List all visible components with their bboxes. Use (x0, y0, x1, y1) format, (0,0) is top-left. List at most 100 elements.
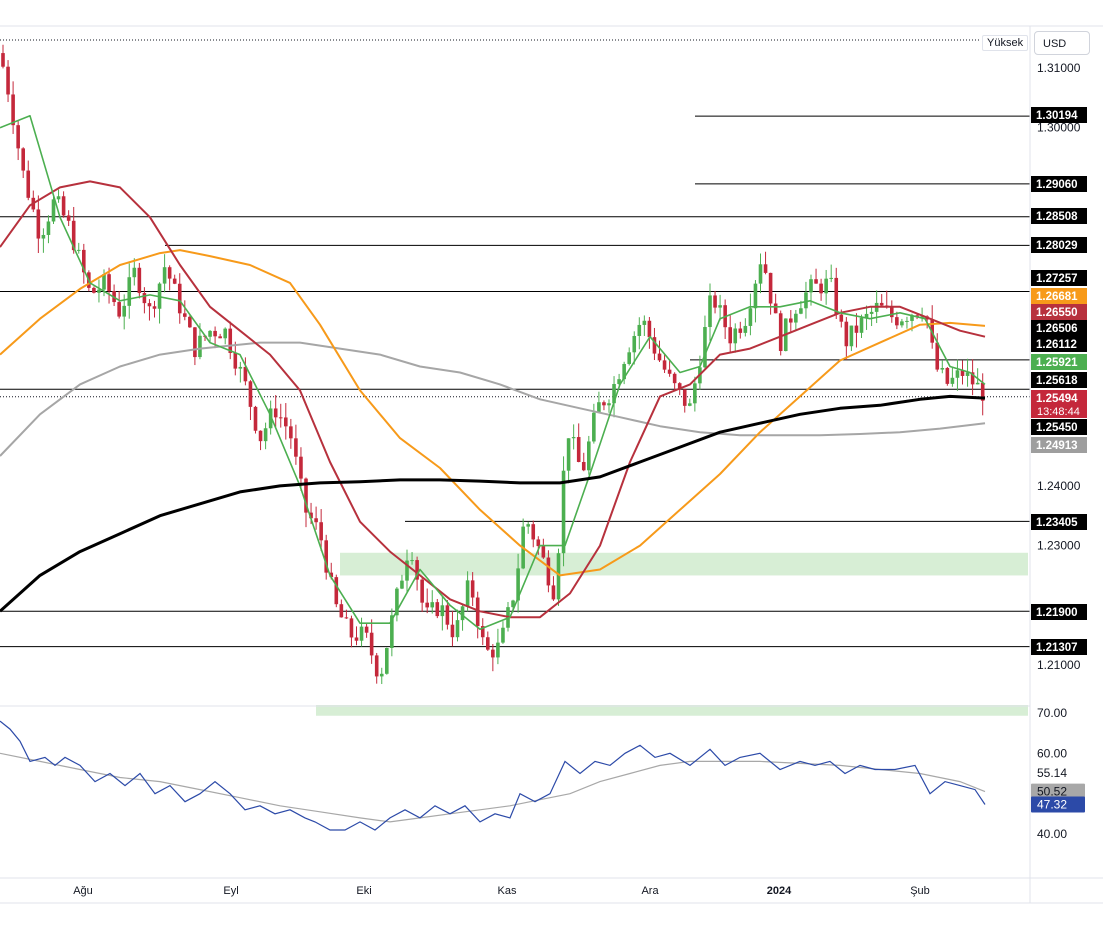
price-tick-label: 1.21000 (1037, 658, 1081, 672)
candle-body (768, 272, 773, 304)
candle-body (243, 366, 248, 382)
candle-body (36, 209, 41, 239)
candle-body (278, 417, 283, 419)
candle-body (511, 600, 515, 608)
rsi-ma-tag: 50.52 (1037, 785, 1067, 799)
candle-body (420, 579, 424, 603)
candle-body (284, 417, 288, 427)
candle-body (824, 278, 828, 294)
candle-body (455, 620, 460, 638)
candle-body (258, 430, 263, 442)
candle-body (11, 94, 15, 126)
candle-body (900, 321, 904, 326)
candle-body (667, 369, 672, 374)
price-tag-bg (1031, 176, 1087, 192)
candle-body (390, 615, 394, 649)
candle-body (6, 66, 10, 95)
candle-body (743, 325, 748, 333)
candle-body (268, 408, 273, 429)
candle-body (430, 602, 435, 608)
candle-body (541, 546, 546, 558)
candle-body (289, 426, 293, 439)
candle-body (592, 412, 596, 442)
candle-body (864, 313, 869, 318)
candle-body (617, 379, 621, 384)
price-tag-bg (1031, 514, 1087, 530)
candle-body (147, 303, 152, 307)
candle-body (799, 308, 803, 314)
candle-body (26, 170, 31, 198)
candle-body (137, 267, 142, 294)
rsi-tick-label: 40.00 (1037, 827, 1067, 841)
time-tick-label: Kas (498, 885, 517, 897)
candle-body (980, 382, 985, 401)
candle-body (299, 456, 303, 479)
candle-body (794, 313, 798, 323)
candle-body (571, 437, 576, 439)
candle-body (294, 438, 298, 457)
price-tag-label: 1.26550 (1036, 307, 1078, 319)
candle-body (975, 382, 980, 385)
support-zone (316, 704, 1028, 716)
price-tag-label: 1.30194 (1036, 110, 1078, 122)
candle-body (177, 283, 182, 314)
time-tick-label: Ara (641, 885, 659, 897)
high-label[interactable]: Yüksek (982, 35, 1029, 51)
candle-body (400, 580, 404, 589)
candle-body (738, 328, 743, 333)
candle-body (637, 324, 642, 336)
candle-body (587, 441, 591, 471)
candle-body (501, 627, 505, 643)
candle-body (890, 306, 894, 318)
candle-body (581, 461, 586, 471)
candle-body (314, 518, 318, 523)
candle-body (778, 313, 783, 352)
candle-body (167, 267, 172, 279)
price-tag-label: 1.26112 (1036, 339, 1077, 351)
candle-body (208, 330, 212, 337)
price-tag-label: 1.26506 (1036, 323, 1078, 335)
candle-body (682, 389, 687, 406)
time-axis: Ağu Eyl Eki Kas Ara 2024 Şub (73, 885, 930, 897)
candle-body (531, 524, 536, 540)
candles (1, 44, 985, 685)
candle-body (415, 560, 419, 580)
candle-body (703, 327, 707, 368)
candle-body (935, 342, 940, 370)
candle-body (152, 306, 157, 309)
candle-body (910, 315, 914, 321)
candle-body (839, 314, 844, 322)
candle-body (561, 470, 566, 554)
candle-body (218, 336, 222, 339)
price-tag-label: 1.25450 (1036, 422, 1078, 434)
candle-body (117, 302, 121, 317)
moving-averages (0, 115, 986, 630)
candle-body (758, 264, 763, 284)
candle-body (486, 637, 490, 650)
candle-body (324, 540, 328, 573)
price-tags: 1.30194 1.29060 1.28508 1.28029 1.27257 1.266… (1031, 107, 1087, 655)
candle-body (71, 220, 76, 251)
time-tick-label: Ağu (73, 885, 93, 897)
price-tag-bg (1031, 354, 1087, 370)
candle-body (354, 637, 359, 641)
candle-body (253, 406, 258, 431)
currency-selector[interactable]: USD (1034, 31, 1090, 55)
support-zone (340, 552, 1028, 576)
candle-body (319, 522, 323, 541)
candle-body (657, 353, 662, 361)
sma-red-line (0, 180, 986, 619)
candle-body (329, 572, 334, 578)
rsi-value-tag-bg (1031, 796, 1085, 813)
candle-body (940, 367, 945, 370)
candle-body (198, 335, 202, 358)
rsi-tick-label: 70.00 (1037, 706, 1067, 720)
candle-body (718, 305, 722, 308)
candle-body (66, 215, 71, 221)
candle-body (122, 305, 126, 317)
candle-body (142, 293, 147, 304)
candle-body (349, 618, 354, 638)
candle-body (76, 249, 81, 251)
rsi-line (0, 720, 986, 831)
